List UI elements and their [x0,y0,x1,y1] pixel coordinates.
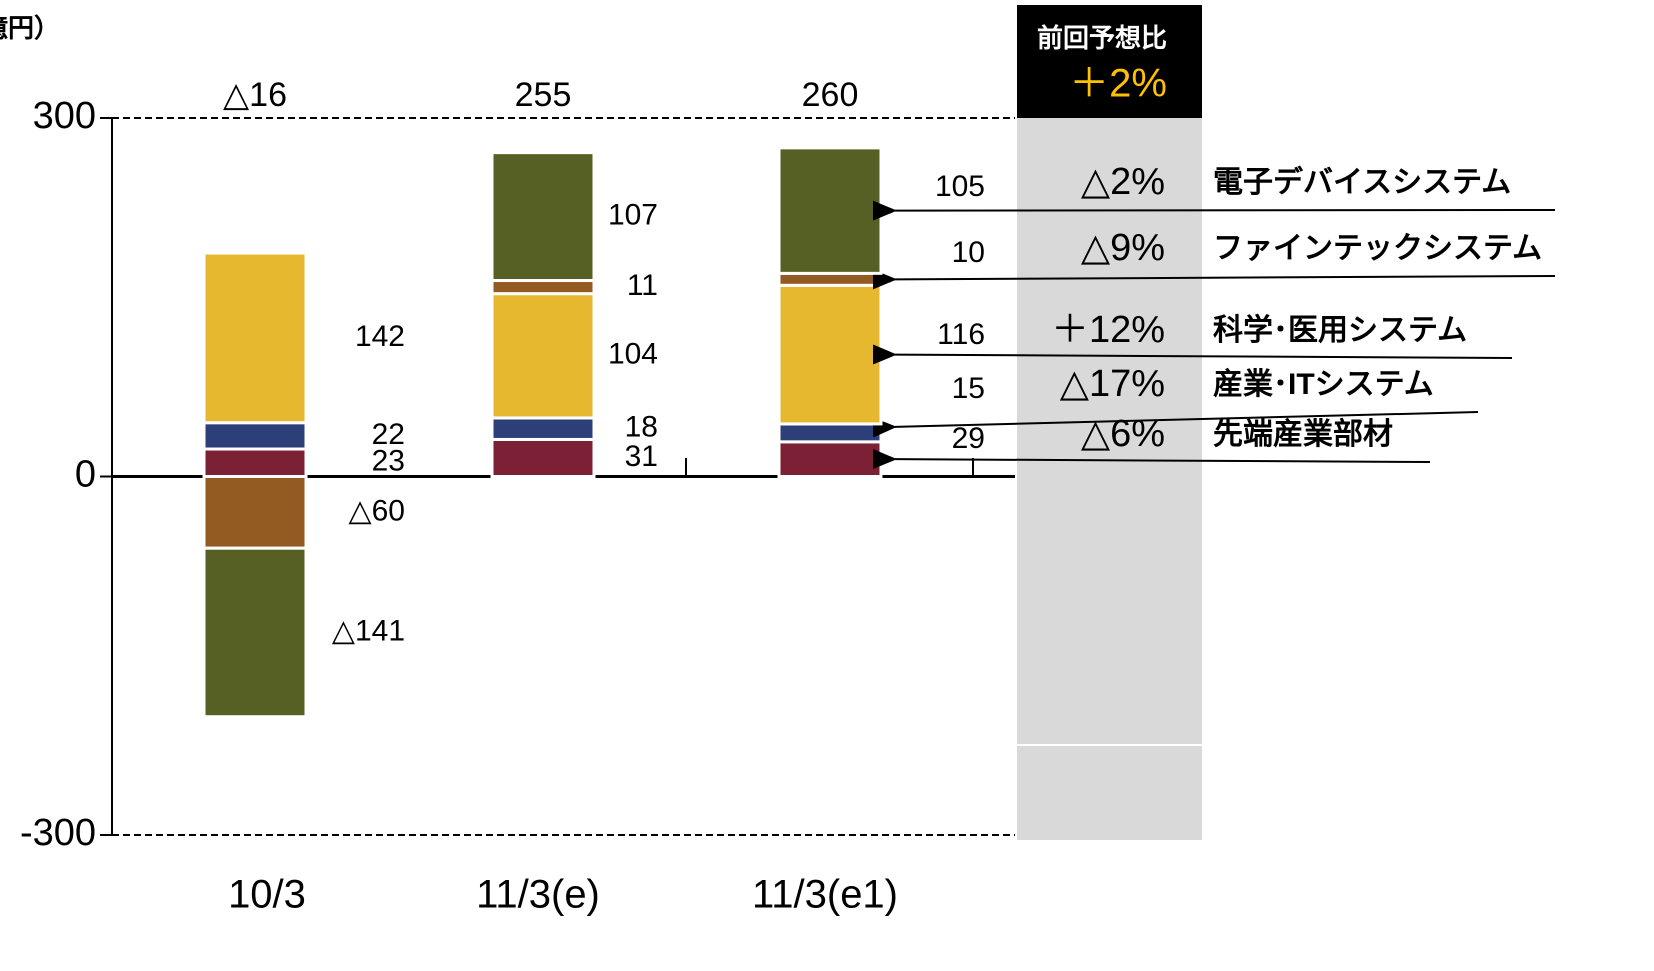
comparison-title: 前回予想比 [1037,23,1167,53]
data-label: 23 [372,445,405,478]
bar-segment [777,422,883,444]
data-label: 10 [952,236,985,269]
y-tick-label: -300 [20,812,96,854]
change-label: △17% [1060,363,1165,405]
bar-segment [777,283,883,426]
x-tick-label: 11/3(e1) [752,873,898,917]
change-label: △9% [1081,227,1165,269]
bar-segment [777,271,883,287]
total-label: △16 [223,76,287,114]
x-tick-label: 11/3(e) [476,873,600,917]
total-label: 255 [515,76,572,114]
data-label: 15 [952,372,985,405]
data-label: 105 [935,170,985,203]
data-label: 142 [355,320,405,353]
leader-arrow [872,269,1556,290]
bar-segment [202,421,308,451]
legend-label: 電子デバイスシステム [1213,165,1511,199]
data-label: 22 [372,418,405,451]
data-label: 11 [627,269,658,302]
bar-segment [777,440,883,478]
legend-label: 科学･医用システム [1213,313,1467,347]
leader-arrow [872,344,1513,365]
y-tick-label: 0 [75,454,96,496]
leader-arrow [872,449,1431,470]
bar-segment [490,437,596,478]
comparison-value: ＋2% [1069,62,1167,106]
data-label: 29 [952,422,985,455]
comparison-column [1017,118,1202,840]
leader-arrow [872,200,1556,221]
data-label: △141 [332,614,405,647]
bar-segment [202,251,308,425]
change-label: ＋12% [1051,309,1165,351]
bar-segment [490,416,596,441]
bar-segment [490,292,596,420]
bar-segment [202,546,308,719]
data-label: 104 [608,338,658,371]
bar-segment [490,279,596,296]
y-tick-label: 300 [33,95,96,137]
legend-label: ファインテックシステム [1213,232,1542,265]
data-label: △60 [349,494,405,527]
total-label: 260 [802,76,859,114]
legend-label: 産業･ITシステム [1213,368,1434,401]
bar-segment [490,151,596,283]
bar-segment [202,475,308,550]
data-label: 31 [625,440,658,473]
data-label: 107 [608,199,658,232]
y-axis-label: （億円） [0,13,60,43]
data-label: 18 [625,411,658,444]
leader-arrow [872,411,1479,438]
data-label: 116 [937,318,985,351]
bar-segment [202,447,308,479]
x-tick-label: 10/3 [228,873,306,917]
bar-segment [777,146,883,275]
legend-label: 先端産業部材 [1213,417,1393,451]
comparison-header [1017,5,1202,118]
change-label: △2% [1081,161,1165,203]
